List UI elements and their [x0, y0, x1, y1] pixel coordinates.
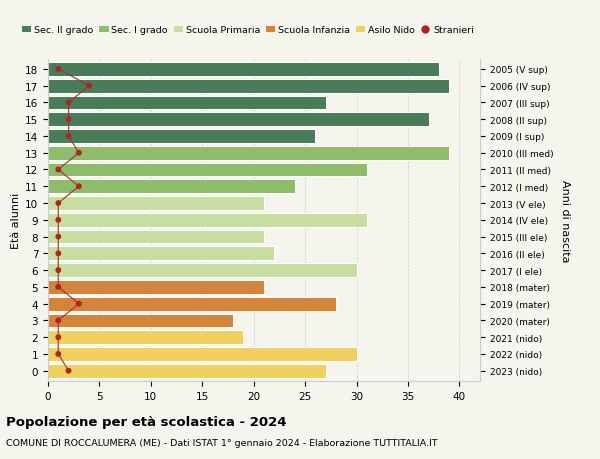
Text: Popolazione per età scolastica - 2024: Popolazione per età scolastica - 2024: [6, 415, 287, 428]
Point: [53, 334, 63, 341]
Bar: [48, 314, 233, 328]
Y-axis label: Età alunni: Età alunni: [11, 192, 21, 248]
Bar: [48, 263, 356, 277]
Point: [74, 300, 83, 308]
Point: [64, 100, 73, 107]
Point: [64, 367, 73, 375]
Bar: [48, 130, 316, 144]
Bar: [48, 96, 326, 110]
Bar: [48, 146, 449, 160]
Point: [64, 133, 73, 140]
Point: [53, 351, 63, 358]
Bar: [48, 63, 439, 77]
Point: [74, 183, 83, 190]
Point: [53, 167, 63, 174]
Point: [53, 317, 63, 325]
Bar: [48, 213, 367, 227]
Point: [53, 284, 63, 291]
Point: [53, 250, 63, 257]
Bar: [48, 364, 326, 378]
Point: [74, 150, 83, 157]
Point: [53, 217, 63, 224]
Bar: [48, 330, 244, 344]
Text: COMUNE DI ROCCALUMERA (ME) - Dati ISTAT 1° gennaio 2024 - Elaborazione TUTTITALI: COMUNE DI ROCCALUMERA (ME) - Dati ISTAT …: [6, 438, 437, 448]
Bar: [48, 79, 449, 93]
Bar: [48, 230, 264, 244]
Bar: [48, 113, 428, 127]
Bar: [48, 280, 264, 294]
Bar: [48, 247, 274, 261]
Point: [53, 233, 63, 241]
Bar: [48, 180, 295, 194]
Point: [53, 267, 63, 274]
Bar: [48, 163, 367, 177]
Bar: [48, 197, 264, 210]
Bar: [48, 297, 336, 311]
Point: [53, 200, 63, 207]
Point: [64, 116, 73, 123]
Bar: [48, 347, 356, 361]
Point: [85, 83, 94, 90]
Y-axis label: Anni di nascita: Anni di nascita: [560, 179, 570, 262]
Legend: Sec. II grado, Sec. I grado, Scuola Primaria, Scuola Infanzia, Asilo Nido, Stran: Sec. II grado, Sec. I grado, Scuola Prim…: [18, 22, 478, 39]
Point: [53, 66, 63, 73]
